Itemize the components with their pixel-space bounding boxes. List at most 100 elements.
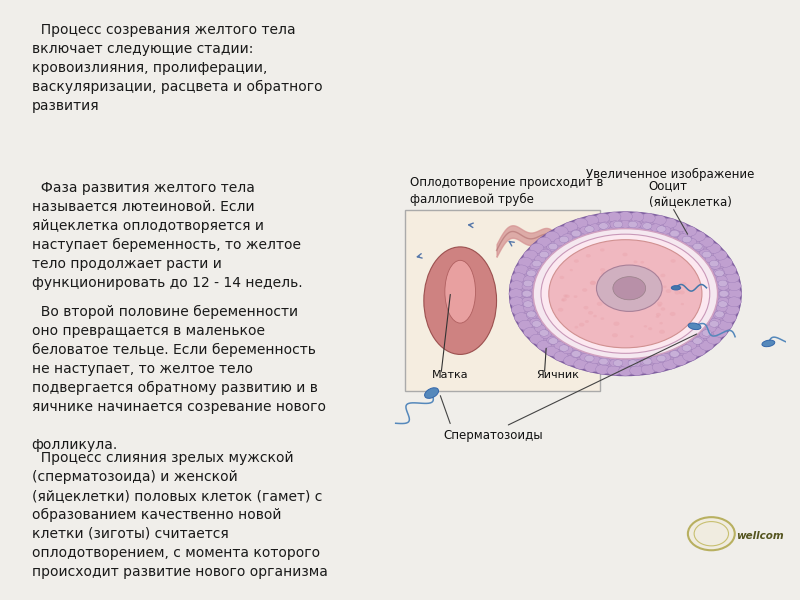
Circle shape — [659, 329, 665, 334]
Circle shape — [511, 273, 526, 283]
Circle shape — [534, 255, 546, 263]
Circle shape — [705, 325, 716, 332]
Circle shape — [699, 331, 710, 338]
Circle shape — [682, 226, 697, 236]
Circle shape — [722, 265, 737, 275]
Circle shape — [686, 341, 697, 349]
Circle shape — [554, 226, 568, 236]
Circle shape — [710, 318, 721, 326]
Circle shape — [617, 289, 623, 293]
Circle shape — [539, 251, 549, 258]
Circle shape — [657, 226, 666, 232]
Circle shape — [713, 250, 727, 260]
Circle shape — [622, 296, 627, 300]
Circle shape — [649, 290, 652, 292]
Circle shape — [722, 313, 737, 323]
Circle shape — [624, 291, 629, 295]
Circle shape — [549, 243, 558, 250]
Circle shape — [562, 298, 567, 301]
Circle shape — [574, 295, 578, 298]
Circle shape — [570, 230, 582, 238]
Circle shape — [532, 320, 542, 327]
Circle shape — [562, 299, 565, 301]
Circle shape — [545, 232, 559, 241]
Circle shape — [537, 340, 551, 350]
Circle shape — [707, 244, 721, 253]
Circle shape — [600, 268, 606, 272]
Circle shape — [614, 322, 619, 326]
Circle shape — [641, 364, 655, 374]
Circle shape — [534, 325, 546, 332]
Circle shape — [650, 356, 662, 364]
Circle shape — [718, 280, 727, 287]
Circle shape — [718, 290, 730, 298]
Circle shape — [559, 276, 564, 279]
Circle shape — [658, 304, 662, 307]
Text: Во второй половине беременности
оно превращается в маленькое
беловатое тельце. Е: Во второй половине беременности оно прев… — [31, 305, 326, 452]
Circle shape — [657, 355, 666, 362]
Circle shape — [518, 257, 533, 268]
Circle shape — [626, 277, 631, 281]
Circle shape — [571, 350, 581, 357]
Circle shape — [702, 329, 711, 336]
Circle shape — [607, 212, 621, 222]
Circle shape — [642, 223, 652, 229]
Ellipse shape — [445, 260, 475, 323]
Circle shape — [669, 230, 680, 238]
Circle shape — [559, 345, 569, 352]
Circle shape — [526, 268, 538, 276]
Circle shape — [620, 359, 631, 367]
Circle shape — [549, 338, 558, 344]
Circle shape — [718, 257, 732, 268]
Circle shape — [510, 212, 741, 376]
Circle shape — [640, 358, 651, 365]
Circle shape — [628, 360, 638, 367]
Circle shape — [666, 289, 671, 293]
Circle shape — [537, 237, 551, 247]
Circle shape — [522, 290, 532, 298]
Text: Фаза развития желтого тела
называется лютеиновой. Если
яйцеклетка оплодотворяетс: Фаза развития желтого тела называется лю… — [31, 181, 302, 290]
Circle shape — [562, 346, 573, 354]
Circle shape — [663, 218, 677, 228]
Circle shape — [546, 244, 558, 251]
Circle shape — [633, 281, 638, 285]
Circle shape — [673, 222, 687, 232]
Circle shape — [718, 283, 729, 290]
Circle shape — [713, 328, 727, 337]
Circle shape — [583, 306, 589, 310]
Circle shape — [660, 274, 666, 277]
Circle shape — [693, 338, 702, 344]
Circle shape — [524, 250, 538, 260]
Circle shape — [670, 350, 679, 357]
Circle shape — [549, 240, 702, 348]
Circle shape — [714, 311, 725, 319]
Circle shape — [532, 260, 542, 267]
Circle shape — [648, 327, 652, 330]
Text: Увеличенное изображение: Увеличенное изображение — [586, 167, 754, 181]
Circle shape — [682, 351, 697, 361]
Circle shape — [526, 270, 536, 277]
Circle shape — [602, 296, 607, 301]
Circle shape — [597, 302, 602, 306]
Circle shape — [726, 273, 739, 283]
Ellipse shape — [425, 388, 438, 398]
Ellipse shape — [762, 340, 774, 347]
Circle shape — [618, 366, 633, 376]
Circle shape — [523, 301, 533, 307]
Circle shape — [574, 359, 588, 369]
Circle shape — [510, 281, 524, 290]
Circle shape — [510, 297, 524, 307]
Circle shape — [610, 359, 621, 367]
Circle shape — [659, 322, 663, 325]
Circle shape — [646, 268, 650, 270]
Circle shape — [693, 243, 702, 250]
Circle shape — [670, 312, 675, 316]
Circle shape — [718, 301, 727, 307]
Circle shape — [574, 259, 579, 263]
Text: Процесс слияния зрелых мужской
(сперматозоида) и женской
(яйцеклетки) половых кл: Процесс слияния зрелых мужской (спермато… — [31, 451, 327, 579]
Circle shape — [627, 296, 632, 300]
Circle shape — [523, 304, 534, 312]
Circle shape — [620, 293, 626, 296]
Circle shape — [705, 255, 716, 263]
Circle shape — [586, 254, 590, 257]
